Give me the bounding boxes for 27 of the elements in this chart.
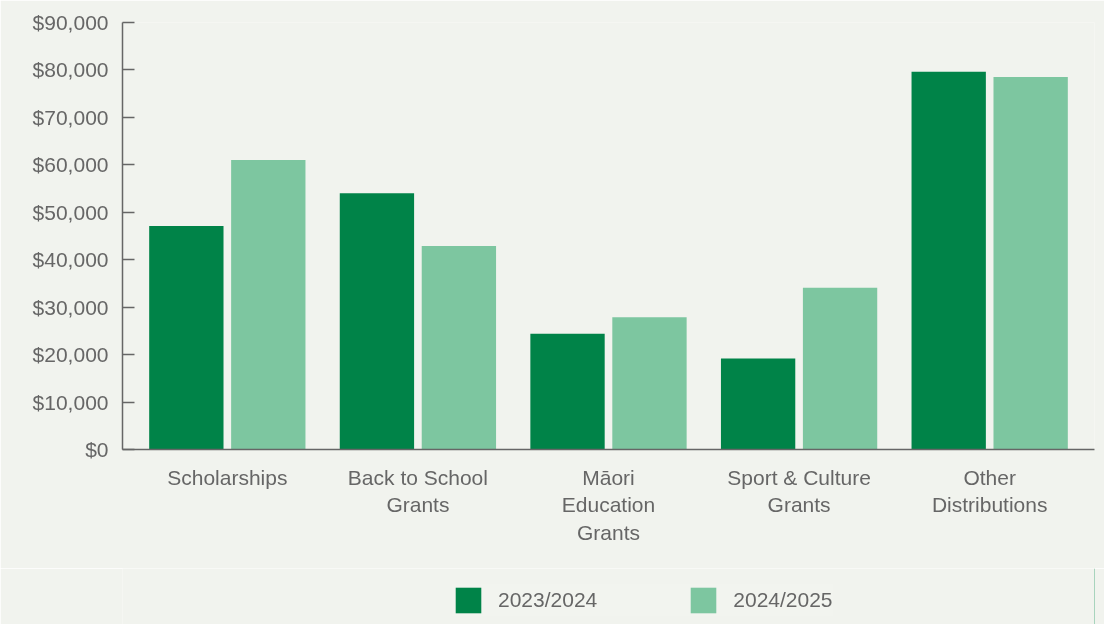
bar (911, 71, 986, 450)
y-tick-label: $40,000 (32, 248, 109, 272)
y-tick-label: $90,000 (32, 11, 109, 34)
x-tick-label: Māori Education Grants (561, 465, 656, 544)
x-tick-label: Other Distributions (931, 465, 1048, 517)
bar (339, 193, 415, 450)
legend-label: 2024/2025 (733, 588, 833, 612)
legend-label: 2023/2024 (498, 588, 598, 612)
x-tick-label: Sport & Culture Grants (727, 465, 871, 517)
bar (231, 160, 306, 450)
y-tick-label: $20,000 (32, 343, 109, 367)
y-tick-label: $70,000 (32, 105, 109, 129)
y-tick-label: $0 (85, 438, 109, 461)
bar (720, 358, 796, 450)
bar (421, 245, 497, 450)
bar (802, 287, 878, 450)
y-tick-label: $10,000 (32, 390, 109, 414)
y-tick-label: $50,000 (32, 200, 109, 224)
y-tick-label: $60,000 (32, 153, 109, 177)
bar (149, 226, 224, 450)
y-tick-label: $30,000 (32, 295, 109, 319)
bar (530, 333, 605, 450)
y-tick-label: $80,000 (32, 58, 109, 82)
bar (993, 77, 1068, 450)
x-tick-label: Scholarships (167, 465, 288, 489)
x-tick-label: Back to School Grants (347, 465, 488, 517)
bar (612, 317, 687, 450)
